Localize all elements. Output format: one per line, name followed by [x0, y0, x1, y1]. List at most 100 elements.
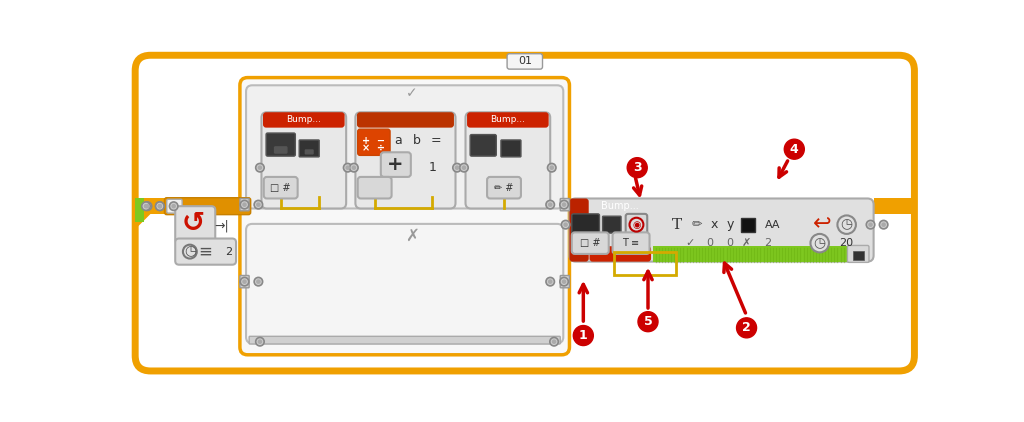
- FancyBboxPatch shape: [167, 199, 182, 213]
- Circle shape: [460, 163, 468, 172]
- Text: 3: 3: [633, 161, 641, 174]
- Text: ✏: ✏: [692, 218, 702, 231]
- FancyBboxPatch shape: [873, 198, 915, 214]
- FancyBboxPatch shape: [466, 112, 550, 208]
- Circle shape: [258, 165, 262, 170]
- FancyBboxPatch shape: [264, 177, 298, 198]
- FancyBboxPatch shape: [240, 78, 569, 355]
- Circle shape: [736, 318, 757, 338]
- FancyBboxPatch shape: [470, 135, 497, 156]
- FancyBboxPatch shape: [261, 112, 346, 208]
- Circle shape: [552, 339, 556, 344]
- FancyBboxPatch shape: [263, 112, 345, 127]
- Circle shape: [546, 277, 554, 286]
- Text: T ≡: T ≡: [623, 238, 640, 248]
- FancyBboxPatch shape: [381, 152, 411, 177]
- FancyBboxPatch shape: [569, 198, 589, 262]
- FancyBboxPatch shape: [560, 276, 569, 288]
- Text: 4: 4: [790, 143, 799, 156]
- FancyBboxPatch shape: [305, 150, 313, 154]
- Circle shape: [169, 202, 178, 211]
- FancyBboxPatch shape: [507, 54, 543, 69]
- FancyBboxPatch shape: [853, 251, 863, 260]
- Circle shape: [560, 277, 568, 286]
- Circle shape: [243, 202, 247, 207]
- Text: +: +: [387, 155, 403, 174]
- Text: □ #: □ #: [580, 238, 600, 248]
- Circle shape: [145, 204, 150, 208]
- Circle shape: [241, 200, 249, 209]
- Text: x: x: [711, 218, 718, 231]
- FancyBboxPatch shape: [175, 238, 237, 265]
- FancyBboxPatch shape: [501, 140, 521, 157]
- Circle shape: [880, 220, 888, 229]
- Text: 01: 01: [518, 57, 531, 66]
- Text: ↺: ↺: [182, 209, 206, 237]
- FancyBboxPatch shape: [175, 206, 215, 243]
- Circle shape: [256, 279, 261, 284]
- Text: b: b: [413, 134, 421, 147]
- FancyBboxPatch shape: [240, 276, 249, 288]
- FancyBboxPatch shape: [240, 198, 249, 211]
- FancyBboxPatch shape: [355, 112, 456, 208]
- FancyBboxPatch shape: [569, 198, 873, 262]
- Polygon shape: [135, 198, 151, 229]
- Circle shape: [866, 220, 874, 229]
- Text: 1: 1: [579, 329, 588, 342]
- FancyBboxPatch shape: [560, 198, 569, 211]
- Circle shape: [562, 202, 566, 207]
- FancyBboxPatch shape: [246, 224, 563, 343]
- Circle shape: [256, 163, 264, 172]
- FancyBboxPatch shape: [487, 177, 521, 198]
- Text: ↩: ↩: [813, 215, 831, 235]
- FancyBboxPatch shape: [357, 129, 390, 155]
- Circle shape: [345, 165, 350, 170]
- Circle shape: [256, 202, 261, 207]
- Text: T: T: [672, 218, 682, 232]
- FancyBboxPatch shape: [848, 246, 869, 262]
- Circle shape: [158, 204, 162, 208]
- Circle shape: [141, 202, 151, 211]
- Text: 1: 1: [428, 161, 436, 174]
- Text: ✗: ✗: [404, 227, 419, 244]
- Circle shape: [243, 279, 247, 284]
- Circle shape: [868, 222, 872, 227]
- Circle shape: [563, 222, 568, 227]
- Text: a: a: [394, 134, 401, 147]
- Circle shape: [254, 277, 262, 286]
- Text: =: =: [431, 134, 441, 147]
- Circle shape: [254, 200, 262, 209]
- Text: ✏ #: ✏ #: [495, 183, 514, 193]
- Circle shape: [638, 312, 658, 332]
- Circle shape: [550, 165, 554, 170]
- Circle shape: [453, 163, 461, 172]
- Circle shape: [158, 204, 162, 208]
- Text: y: y: [727, 218, 734, 231]
- Circle shape: [183, 245, 197, 259]
- FancyBboxPatch shape: [165, 198, 251, 215]
- FancyBboxPatch shape: [612, 233, 649, 254]
- FancyBboxPatch shape: [249, 336, 560, 344]
- Circle shape: [561, 220, 569, 229]
- Circle shape: [156, 202, 164, 211]
- Circle shape: [171, 204, 176, 208]
- Text: 2: 2: [742, 321, 751, 334]
- Circle shape: [548, 279, 553, 284]
- FancyBboxPatch shape: [357, 112, 454, 127]
- Circle shape: [810, 234, 829, 252]
- Text: →|: →|: [214, 220, 228, 233]
- Text: ✓: ✓: [406, 86, 418, 100]
- FancyBboxPatch shape: [741, 219, 755, 233]
- Circle shape: [784, 139, 804, 159]
- FancyBboxPatch shape: [652, 246, 851, 262]
- FancyBboxPatch shape: [357, 177, 391, 198]
- Circle shape: [548, 163, 556, 172]
- Text: 2: 2: [765, 238, 772, 248]
- Circle shape: [838, 215, 856, 234]
- FancyBboxPatch shape: [135, 198, 144, 222]
- Circle shape: [546, 200, 554, 209]
- FancyBboxPatch shape: [299, 140, 319, 157]
- FancyBboxPatch shape: [135, 55, 914, 371]
- FancyBboxPatch shape: [602, 216, 621, 233]
- Text: Bump...: Bump...: [601, 201, 639, 211]
